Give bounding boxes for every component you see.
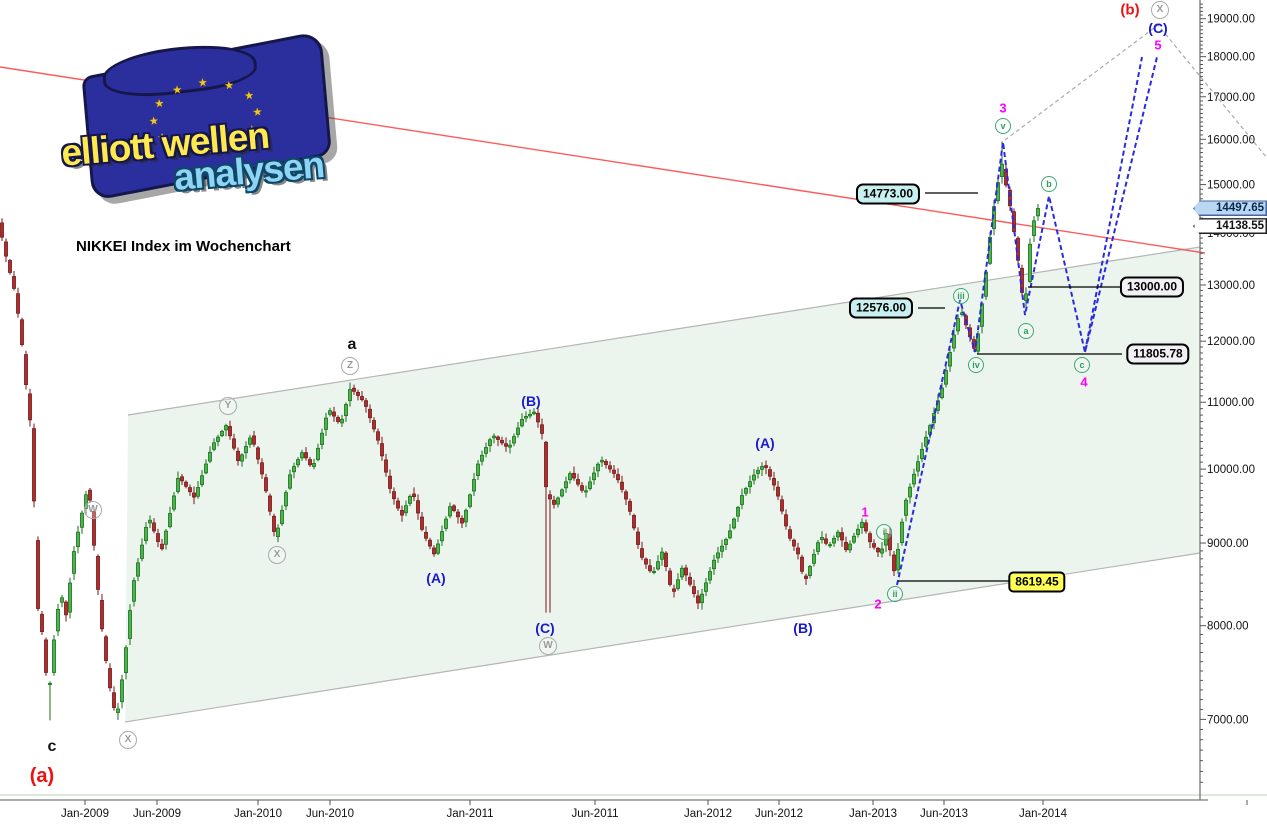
wave-label-a: (a) [29,765,55,787]
wave-label-x: X [119,731,137,749]
svg-text:15000.00: 15000.00 [1207,180,1255,192]
wave-label-1: 1 [861,504,869,520]
star-icon: ★ [153,97,165,111]
wave-label-w: W [539,637,557,655]
wave-label-v: v [995,118,1011,134]
svg-text:Jun-2013: Jun-2013 [920,808,968,820]
star-icon: ★ [171,83,183,97]
wave-label-c: c [47,738,57,755]
price-callout-11805.78: 11805.78 [1126,343,1190,365]
svg-text:Jun-2011: Jun-2011 [571,808,618,820]
star-icon: ★ [197,76,209,90]
axis-price-tag-14138.55: 14138.55 [1193,218,1267,235]
svg-text:Jan-2012: Jan-2012 [684,808,732,820]
wave-label-ii: ii [887,586,903,602]
wave-label-z: Z [341,357,359,375]
wave-label-b: b [1041,176,1057,192]
star-icon: ★ [243,89,255,103]
svg-text:Jun-2012: Jun-2012 [755,808,803,820]
price-callout-12576.00: 12576.00 [848,297,914,319]
wave-label-4: 4 [1080,374,1088,390]
wave-label-b: (B) [793,620,813,636]
wave-label-y: Y [219,397,237,415]
price-callout-8619.45: 8619.45 [1008,571,1066,593]
wave-label-a: a [347,336,357,353]
chart-title: NIKKEI Index im Wochenchart [76,238,291,255]
trend-channel [124,246,1201,723]
svg-text:7000.00: 7000.00 [1207,714,1249,726]
price-callout-14773.00: 14773.00 [855,183,921,205]
wave-label-iv: iv [968,357,984,373]
svg-text:9000.00: 9000.00 [1207,538,1249,550]
wave-label-c: (C) [1148,20,1168,36]
svg-text:Jan-2011: Jan-2011 [446,808,493,820]
wave-label-5: 5 [1154,37,1162,53]
svg-text:11000.00: 11000.00 [1207,397,1254,409]
candles [0,141,1040,721]
svg-text:16000.00: 16000.00 [1207,134,1255,146]
price-callout-13000.00: 13000.00 [1119,276,1185,298]
wave-label-3: 3 [999,100,1007,116]
wave-label-w: W [84,501,102,519]
svg-text:18000.00: 18000.00 [1207,52,1255,64]
wave-label-iii: iii [953,288,969,304]
svg-text:8000.00: 8000.00 [1207,621,1249,633]
elliott-wellen-analysen-logo: ★ ★ ★ ★ ★ ★ ★ ★ ★ ★ ★ ★ elliott wellen analysen [45,30,368,226]
wave-label-b: (B) [521,393,541,409]
svg-text:Jun-2009: Jun-2009 [133,808,181,820]
svg-text:Jan-2014: Jan-2014 [1019,808,1068,820]
wave-label-x: X [268,546,286,564]
svg-text:13000.00: 13000.00 [1207,280,1255,292]
svg-text:12000.00: 12000.00 [1207,336,1255,348]
wave-projections [896,24,1267,586]
svg-text:10000.00: 10000.00 [1207,464,1255,476]
svg-text:Jan-2013: Jan-2013 [849,808,897,820]
wave-label-c: (C) [535,620,555,636]
star-icon: ★ [223,79,235,92]
wave-label-x: X [1151,1,1169,19]
svg-text:17000.00: 17000.00 [1207,92,1255,104]
wave-label-i: i [876,524,892,540]
wave-label-b: (b) [1120,1,1140,19]
svg-text:Jun-2010: Jun-2010 [306,808,354,820]
axis-price-tag-14497.65: 14497.65 [1193,200,1267,217]
wave-label-a: (A) [755,435,775,451]
svg-text:Jan-2010: Jan-2010 [234,808,282,820]
wave-label-a: a [1018,323,1034,339]
wave-label-c: c [1074,357,1090,373]
svg-text:19000.00: 19000.00 [1207,14,1255,26]
wave-label-a: (A) [426,570,446,586]
wave-label-2: 2 [874,596,882,612]
callout-lines [898,192,1122,582]
svg-text:Jan-2009: Jan-2009 [61,808,109,820]
